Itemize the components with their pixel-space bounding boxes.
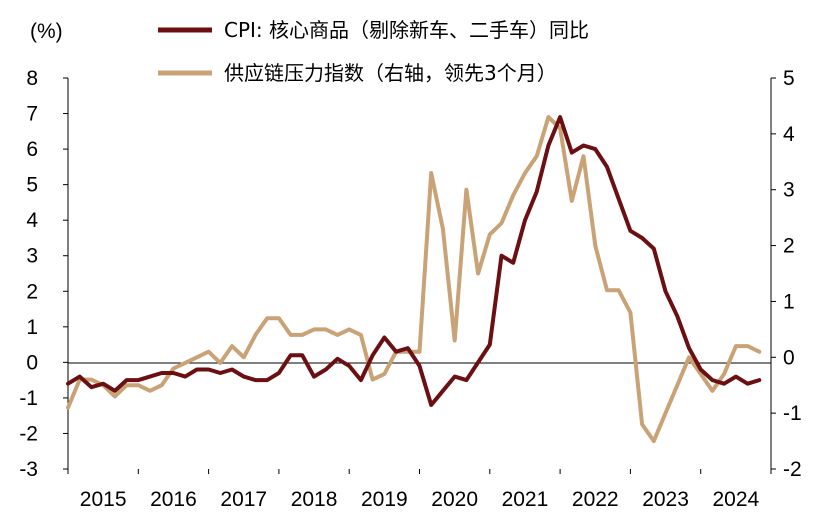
x-axis-ticks: 2015 2016 2017 2018 2019 2020 2021 2022 2023 2024: [67, 469, 772, 511]
right-tick-label: 3: [783, 179, 795, 202]
x-tick-label: 2024: [712, 488, 759, 511]
legend: CPI: 核心商品（剔除新车、二手车）同比 供应链压力指数（右轴，领先3个月）: [158, 18, 589, 85]
right-tick-label: 1: [783, 290, 795, 313]
left-axis-ticks: 8 7 6 5 4 3 2 1 0 -1 -2 -3: [19, 67, 68, 481]
right-tick-label: 4: [783, 123, 795, 146]
left-tick-label: 3: [26, 245, 38, 268]
y-axis-unit-label: (%): [30, 20, 63, 43]
right-tick-label: -1: [783, 402, 802, 425]
left-tick-label: 0: [26, 351, 38, 374]
x-tick-label: 2016: [150, 488, 197, 511]
series-line-supply-chain: [66, 115, 762, 444]
x-tick-label: 2019: [361, 488, 408, 511]
x-tick-label: 2015: [80, 488, 127, 511]
right-tick-label: 2: [783, 235, 795, 258]
x-tick-label: 2022: [572, 488, 619, 511]
x-tick-label: 2018: [291, 488, 338, 511]
series-line-cpi: [66, 115, 762, 407]
x-tick-label: 2021: [502, 488, 549, 511]
left-tick-label: -3: [19, 458, 38, 481]
right-tick-label: -2: [783, 458, 802, 481]
legend-label-supply-chain: 供应链压力指数（右轴，领先3个月）: [224, 61, 557, 85]
left-tick-label: 2: [26, 280, 38, 303]
left-tick-label: -2: [19, 422, 38, 445]
left-tick-label: -1: [19, 387, 38, 410]
right-axis-ticks: 5 4 3 2 1 0 -1 -2: [771, 67, 802, 481]
left-tick-label: 1: [26, 316, 38, 339]
right-tick-label: 0: [783, 346, 795, 369]
legend-label-cpi: CPI: 核心商品（剔除新车、二手车）同比: [224, 18, 589, 42]
x-tick-label: 2023: [642, 488, 689, 511]
left-tick-label: 5: [26, 174, 38, 197]
left-tick-label: 8: [26, 67, 38, 90]
right-tick-label: 5: [783, 67, 795, 90]
left-tick-label: 6: [26, 138, 38, 161]
left-tick-label: 4: [26, 209, 38, 232]
x-tick-label: 2017: [220, 488, 267, 511]
x-tick-label: 2020: [431, 488, 478, 511]
series-layer: [66, 115, 762, 444]
left-tick-label: 7: [26, 103, 38, 126]
